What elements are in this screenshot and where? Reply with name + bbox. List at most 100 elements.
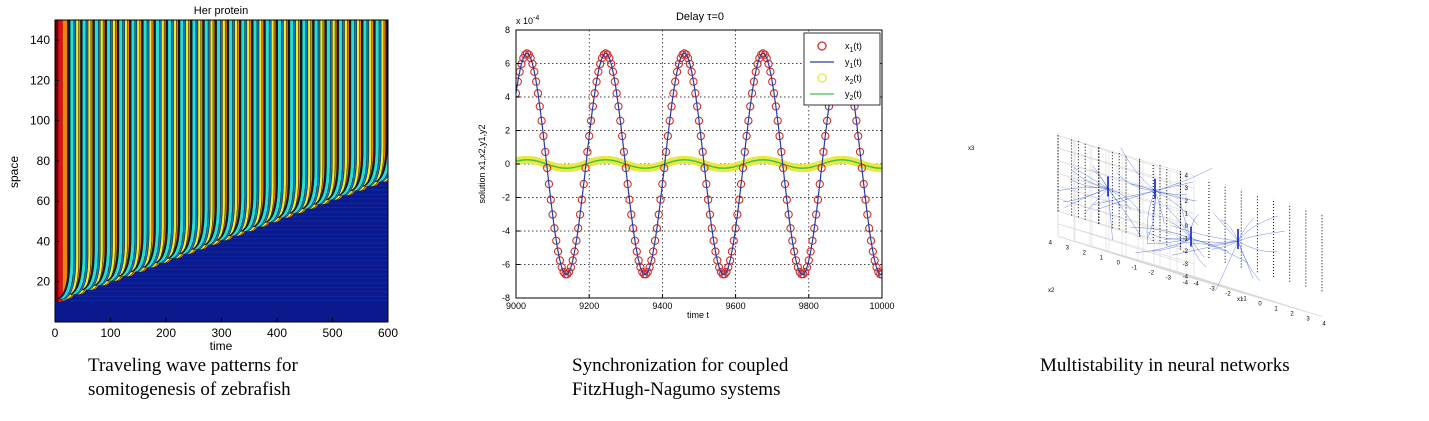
multistab-trajectory [1120, 147, 1156, 191]
multistab-trajectory [1096, 190, 1156, 210]
multistab-x-tick: 1 [1274, 306, 1278, 312]
multistab-trajectory [1146, 190, 1156, 245]
heatmap-y-tick-label: 40 [37, 234, 51, 248]
multistab-trajectory [1135, 238, 1192, 253]
multistab-trajectory [1170, 222, 1192, 239]
sync-x-tick-label: 9600 [726, 301, 746, 311]
multistab-x-tick: -2 [1225, 291, 1231, 297]
heatmap-caption-line1: Traveling wave patterns for [88, 355, 298, 376]
sync-x1-point [720, 270, 729, 279]
multistab-trajectory [1147, 232, 1192, 240]
heatmap-y-tick-label: 120 [30, 73, 50, 87]
multistab-caption: Multistability in neural networks [1040, 354, 1290, 378]
heatmap-y-tick-label: 80 [37, 154, 51, 168]
multistab-wall-grid [1057, 147, 1187, 189]
sync-y-tick-label: -4 [502, 226, 510, 236]
sync-x1-point [553, 247, 563, 256]
heatmap-y-tick-label: 20 [37, 275, 51, 289]
multistab-trajectory [1154, 190, 1165, 225]
multistab-x-tick: 2 [1290, 311, 1294, 317]
sync-x-tick-label: 9400 [652, 301, 672, 311]
multistab-z-tick: 1 [1185, 211, 1189, 217]
heatmap-wave-band [397, 20, 410, 177]
heatmap-x-tick-label: 100 [100, 326, 120, 340]
sync-x1-point [528, 59, 537, 69]
multistab-x-tick: 0 [1258, 301, 1262, 307]
multistab-x-tick: -1 [1241, 296, 1247, 302]
multistab-trajectory [1181, 240, 1239, 245]
multistab-y-tick: -3 [1166, 275, 1172, 281]
multistab-trajectory [1147, 238, 1192, 244]
sync-x1-point [610, 77, 619, 86]
heatmap-y-label: space [7, 156, 21, 188]
sync-x-tick-label: 9200 [579, 301, 599, 311]
sync-x1-point [643, 267, 652, 277]
sync-x-tick-label: 10000 [869, 301, 894, 311]
heatmap-y-tick-label: 140 [30, 33, 50, 47]
multistab-trajectory [1107, 188, 1141, 214]
multistab-trajectory [1069, 178, 1109, 189]
multistab-trajectory [1107, 188, 1132, 210]
heatmap-wave-band [386, 176, 388, 178]
sync-x1-point [764, 59, 773, 69]
multistab-trajectory [1213, 212, 1239, 242]
multistab-wall-grid [1057, 135, 1195, 176]
sync-x1-point [793, 263, 802, 272]
multistab-trajectory [1064, 188, 1109, 208]
multistab-pillars [1057, 133, 1323, 292]
heatmap-x-tick-label: 400 [267, 326, 287, 340]
heatmap-wave-band [392, 20, 405, 177]
multistab-z-tick: -3 [1183, 262, 1189, 268]
multistab-wall-grid [1057, 173, 1187, 214]
sync-legend-label: x2(t) [845, 73, 862, 86]
sync-x1-point [790, 247, 799, 256]
multistab-wall-grid [1057, 147, 1195, 189]
sync-x1-point [762, 53, 771, 63]
multistab-z-tick: 0 [1185, 224, 1189, 230]
sync-x1-point [872, 263, 881, 272]
heatmap-plot-area [55, 20, 410, 322]
sync-legend-marker [817, 73, 827, 83]
sync-x1-point [526, 53, 535, 63]
sync-x1-point [800, 267, 810, 277]
sync-x1-point [753, 59, 762, 69]
multistab-y-tick: 1 [1100, 255, 1104, 261]
sync-x1-point [711, 247, 720, 256]
sync-caption: Synchronization for coupled FitzHugh-Nag… [572, 354, 788, 402]
sync-x1-point [687, 67, 696, 76]
sync-legend-marker [817, 41, 827, 51]
sync-x1-point [649, 247, 658, 256]
heatmap-x-tick-label: 600 [378, 326, 398, 340]
multistab-x-tick: -3 [1209, 286, 1215, 292]
multistab-wall-grid [1057, 185, 1187, 227]
sync-x1-point [751, 67, 760, 76]
multistab-wall-grid [1057, 185, 1195, 227]
sync-x1-point [608, 67, 618, 76]
multistab-caption-line1: Multistability in neural networks [1040, 355, 1290, 376]
multistab-grid [1057, 135, 1323, 317]
multistab-x-tick: -4 [1193, 281, 1199, 287]
multistab-trajectory [1237, 217, 1255, 242]
multistab-trajectory [1165, 206, 1192, 239]
heatmap-band-maroon [55, 20, 59, 322]
sync-x1-point [607, 59, 616, 69]
sync-x1-point [766, 67, 775, 76]
multistab-trajectory [1151, 238, 1192, 252]
sync-y-tick-label: 4 [505, 92, 510, 102]
multistab-wall-grid [1057, 160, 1187, 202]
sync-x-tick-label: 9800 [799, 301, 819, 311]
multistab-z-tick: -2 [1183, 249, 1189, 255]
sync-x1-point [641, 270, 651, 279]
multistab-y-tick: -4 [1183, 280, 1189, 286]
multistab-y-tick: 2 [1083, 250, 1087, 256]
sync-x1-point [594, 67, 603, 76]
heatmap-y-ticks: 20 40 60 80 100 120 140 [30, 33, 59, 289]
multistab-trajectory [1083, 188, 1109, 215]
sync-x1-point [685, 59, 694, 69]
multistab-x-tick: 3 [1306, 316, 1310, 322]
multistab-trajectories [1057, 147, 1285, 291]
heatmap-y-tick-label: 60 [37, 194, 51, 208]
sync-x1-point [647, 256, 656, 265]
multistab-z-label: x3 [968, 146, 975, 152]
